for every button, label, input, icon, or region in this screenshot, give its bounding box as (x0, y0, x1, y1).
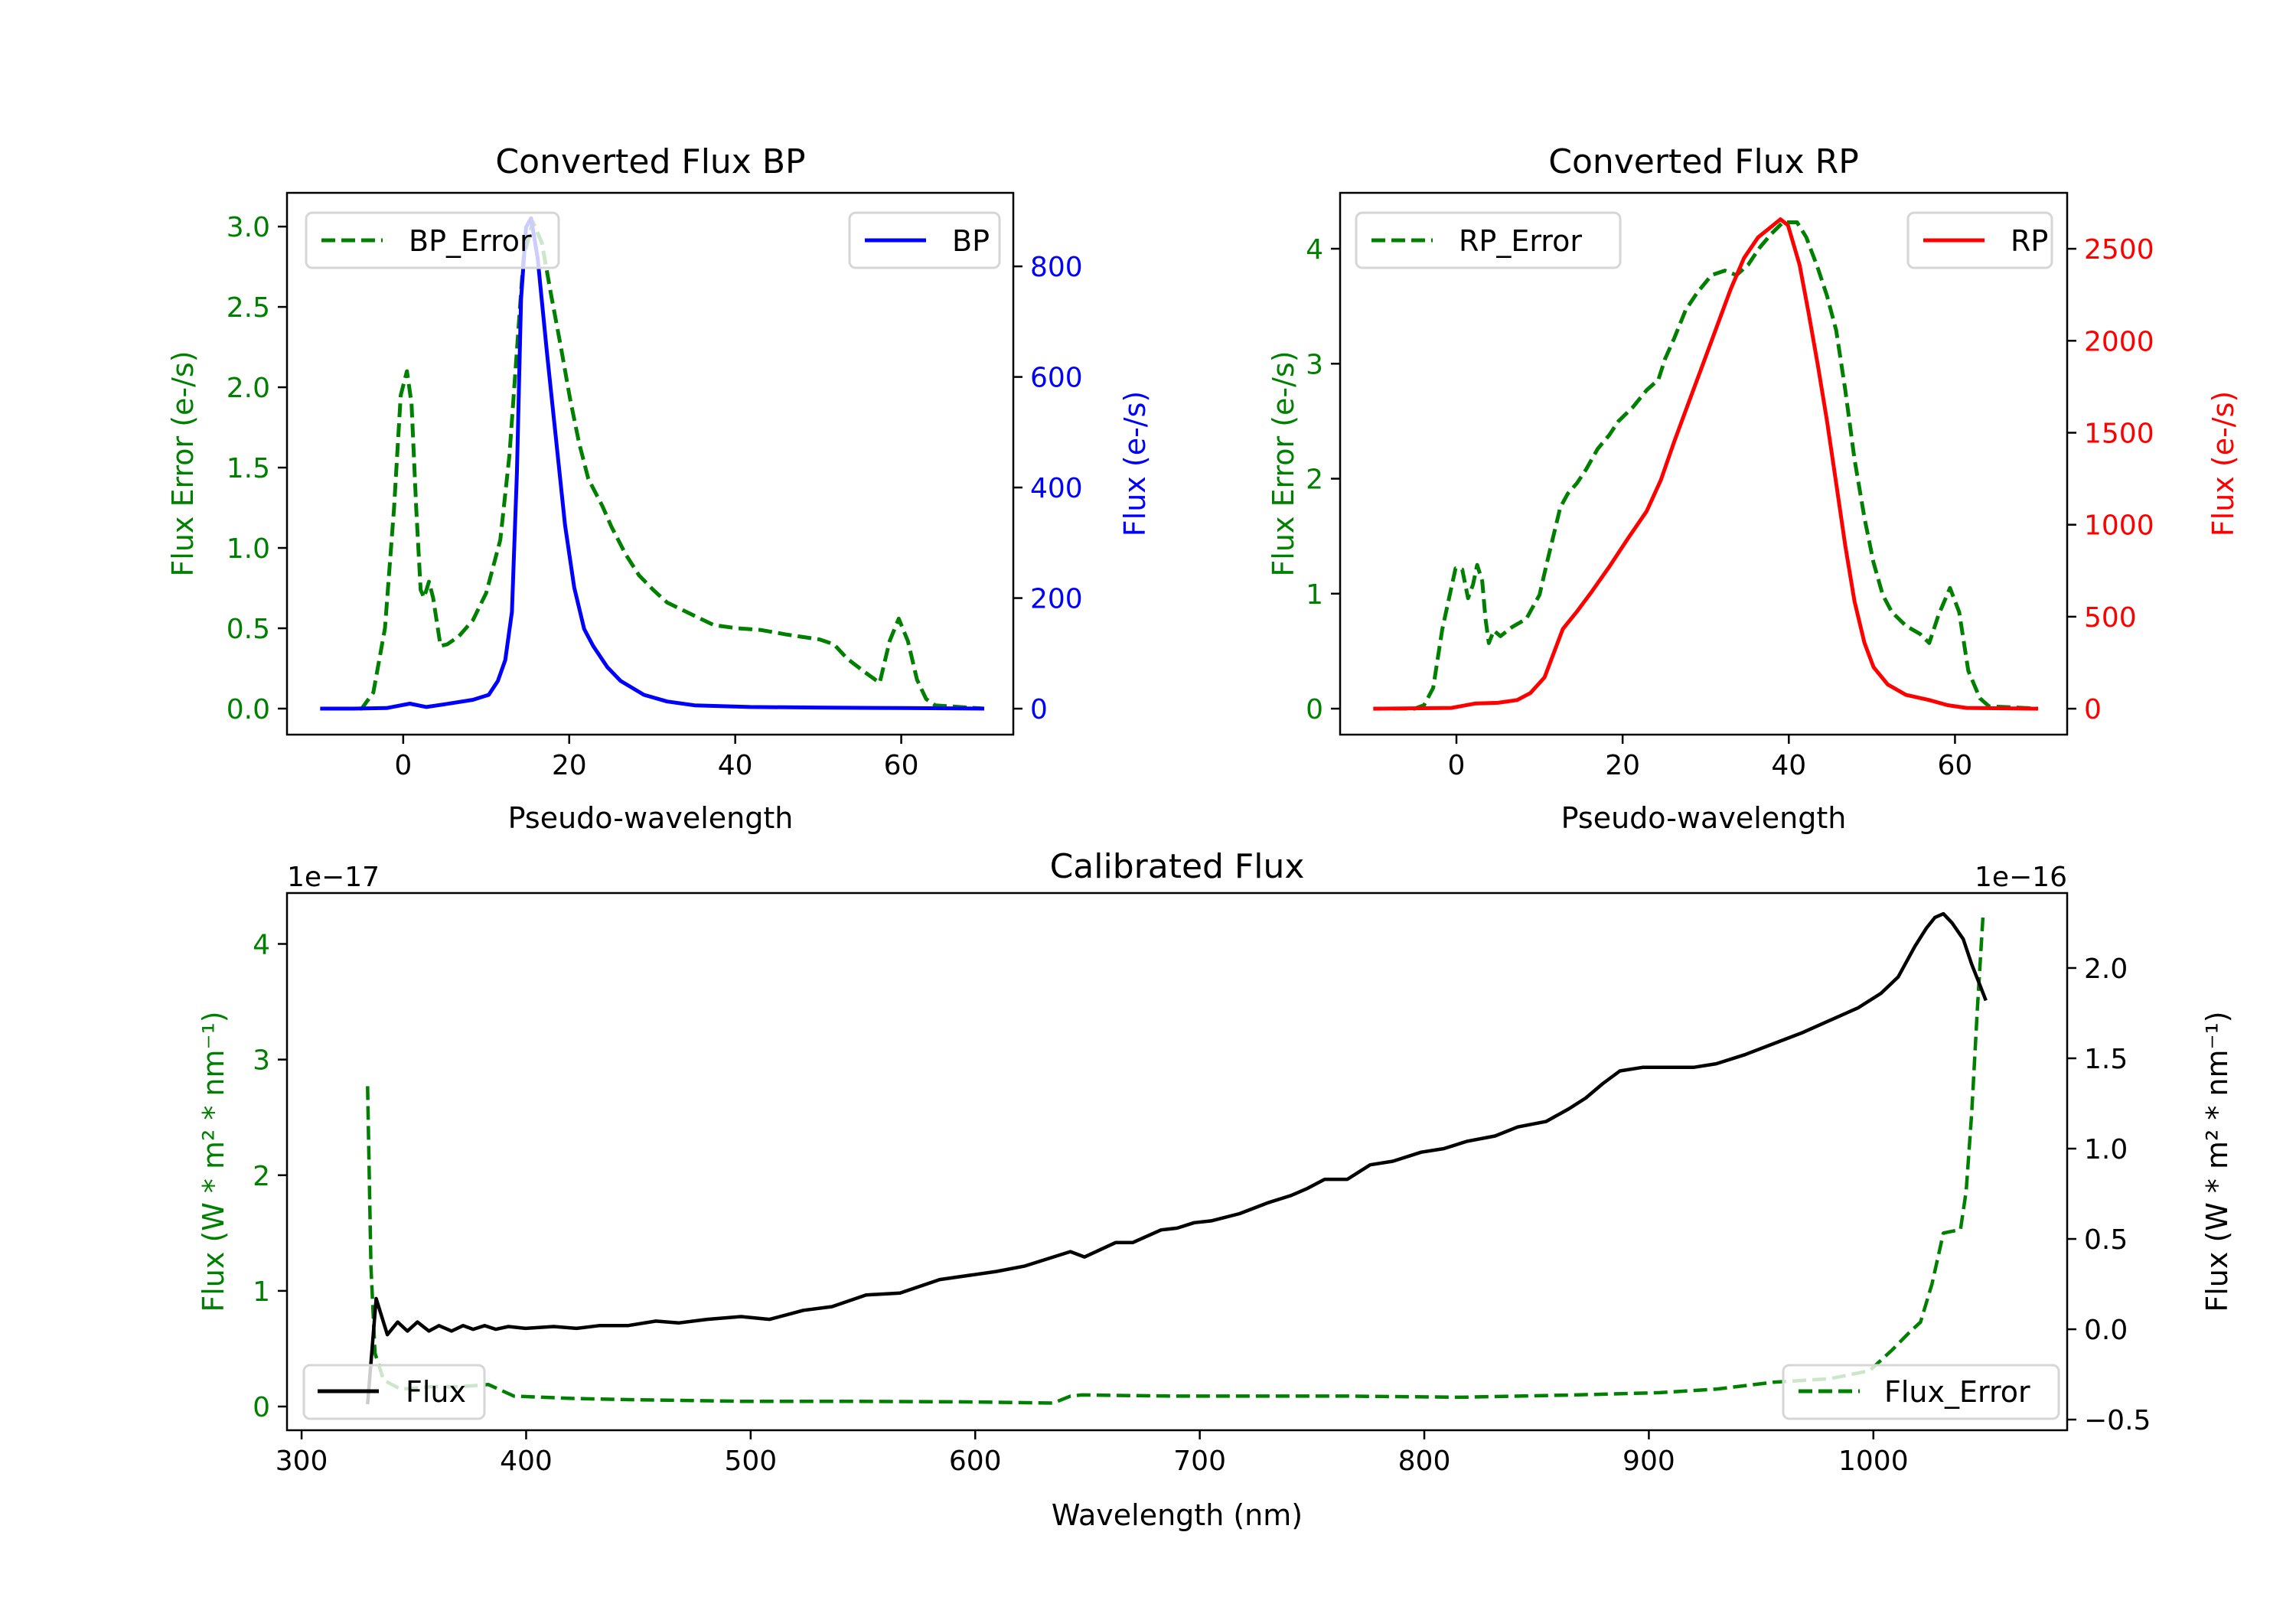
calibrated-legend-error: Flux_Error (1782, 1364, 2060, 1420)
y-right-tick-label: 1500 (2084, 418, 2154, 449)
calibrated-ylabel-left: Flux (W * m² * nm⁻¹) (197, 1011, 230, 1312)
series-flux (366, 911, 1988, 1405)
x-tick-label: 700 (1173, 1446, 1226, 1477)
rp-legend-error-box (1355, 211, 1622, 269)
y-left-tick-label: 0 (253, 1392, 270, 1423)
x-tick-label: 500 (724, 1446, 777, 1477)
x-tick-label: 300 (276, 1446, 328, 1477)
rp-ylabel-right: Flux (e-/s) (2206, 391, 2240, 536)
y-right-tick-label: −0.5 (2084, 1405, 2151, 1436)
bp-legend-flux: BP (848, 211, 1001, 269)
y-right-tick-label: 1.0 (2084, 1134, 2128, 1165)
y-right-tick-label: 0 (2084, 694, 2102, 725)
x-tick-label: 40 (1771, 750, 1806, 781)
panel-bp: Converted Flux BP 0 20 40 60 0.0 0.5 1.0 1.5 2.0… (166, 142, 1152, 835)
rp-ylabel-left: Flux Error (e-/s) (1267, 350, 1300, 576)
series-rp (1373, 217, 2039, 711)
calibrated-xlabel: Wavelength (nm) (1052, 1498, 1303, 1532)
y-left-tick-label: 3 (1306, 349, 1323, 380)
x-tick-label: 1000 (1838, 1446, 1909, 1477)
y-left-tick-label: 2 (1306, 464, 1323, 496)
y-left-tick-label: 4 (253, 929, 270, 960)
y-left-tick-label: 1.5 (227, 453, 270, 484)
panel-rp: Converted Flux RP 0 20 40 60012340500100015… (1267, 142, 2240, 835)
y-right-tick-label: 0 (1030, 694, 1048, 725)
calibrated-axes-frame (285, 892, 2069, 1432)
rp-title: Converted Flux RP (1548, 142, 1859, 181)
y-right-tick-label: 400 (1030, 473, 1083, 504)
calibrated-legend-error-label: Flux_Error (1884, 1375, 2030, 1409)
y-left-tick-label: 2 (253, 1161, 270, 1192)
rp-axes-frame (1339, 191, 2069, 736)
x-tick-label: 800 (1398, 1446, 1451, 1477)
rp-legend-error: RP_Error (1355, 211, 1622, 269)
y-left-tick-label: 3.0 (227, 212, 270, 243)
y-left-tick-label: 2.5 (227, 292, 270, 324)
x-tick-label: 20 (552, 750, 587, 781)
y-right-tick-label: 0.5 (2084, 1224, 2128, 1256)
calibrated-title: Calibrated Flux (1050, 847, 1305, 886)
bp-ylabel-right: Flux (e-/s) (1118, 391, 1152, 536)
x-tick-label: 20 (1605, 750, 1640, 781)
x-tick-label: 0 (1448, 750, 1466, 781)
y-left-tick-label: 0.0 (227, 694, 270, 725)
x-tick-label: 900 (1623, 1446, 1675, 1477)
calibrated-ylabel-right: Flux (W * m² * nm⁻¹) (2200, 1011, 2234, 1312)
series-flux-error (366, 912, 1985, 1405)
x-tick-label: 600 (949, 1446, 1002, 1477)
rp-legend-error-label: RP_Error (1459, 224, 1582, 258)
y-right-tick-label: 1000 (2084, 510, 2154, 542)
y-right-tick-label: 2500 (2084, 234, 2154, 266)
bp-title: Converted Flux BP (495, 142, 805, 181)
y-left-tick-label: 3 (253, 1045, 270, 1077)
y-right-tick-label: 1.5 (2084, 1044, 2128, 1075)
calibrated-legend-error-box (1782, 1364, 2060, 1420)
panel-calibrated: Calibrated Flux 1e−17 1e−16 300 400 500 600… (197, 847, 2234, 1532)
bp-legend-error-label: BP_Error (409, 224, 532, 258)
calibrated-legend-flux-label: Flux (406, 1375, 466, 1409)
y-right-tick-label: 600 (1030, 363, 1083, 394)
calibrated-offset-right: 1e−16 (1975, 862, 2067, 893)
bp-legend-error: BP_Error (305, 211, 560, 269)
calibrated-offset-left: 1e−17 (287, 862, 380, 893)
x-tick-label: 400 (500, 1446, 553, 1477)
y-left-tick-label: 1 (1306, 579, 1323, 611)
rp-legend-flux-label: RP (2011, 224, 2048, 258)
bp-legend-flux-label: BP (952, 224, 990, 258)
y-right-tick-label: 200 (1030, 584, 1083, 615)
y-left-tick-label: 2.0 (227, 373, 270, 404)
bp-ticks: 0 20 40 60 0.0 0.5 1.0 1.5 2.0 2.5 3.0 0 200 400 600 80… (227, 212, 1083, 781)
y-right-tick-label: 800 (1030, 252, 1083, 283)
y-right-tick-label: 2.0 (2084, 953, 2128, 985)
series-rp-error (1373, 220, 2039, 711)
y-right-tick-label: 0.0 (2084, 1315, 2128, 1346)
calibrated-legend-flux-box (302, 1364, 486, 1420)
y-right-tick-label: 500 (2084, 602, 2137, 634)
rp-legend-flux: RP (1906, 211, 2053, 269)
y-left-tick-label: 1.0 (227, 533, 270, 565)
rp-xlabel: Pseudo-wavelength (1561, 801, 1847, 835)
x-tick-label: 40 (718, 750, 753, 781)
bp-legend-error-box (305, 211, 560, 269)
calibrated-ticks: 300 400 500 600 700 800 900 1000 0 1 2 3 4 −0.5 0.0 0.5… (253, 929, 2151, 1477)
y-left-tick-label: 1 (253, 1276, 270, 1308)
calibrated-legend-flux: Flux (302, 1364, 486, 1420)
y-left-tick-label: 0.5 (227, 614, 270, 645)
calibrated-series-layer (366, 911, 1988, 1405)
bp-xlabel: Pseudo-wavelength (508, 801, 794, 835)
y-left-tick-label: 0 (1306, 694, 1323, 725)
y-right-tick-label: 2000 (2084, 326, 2154, 357)
x-tick-label: 60 (1938, 750, 1973, 781)
y-left-tick-label: 4 (1306, 234, 1323, 266)
x-tick-label: 0 (394, 750, 412, 781)
x-tick-label: 60 (884, 750, 919, 781)
series-bp-error (320, 220, 985, 711)
bp-ylabel-left: Flux Error (e-/s) (166, 350, 200, 576)
rp-series-layer (1373, 217, 2039, 711)
bp-axes-frame (285, 191, 1015, 736)
